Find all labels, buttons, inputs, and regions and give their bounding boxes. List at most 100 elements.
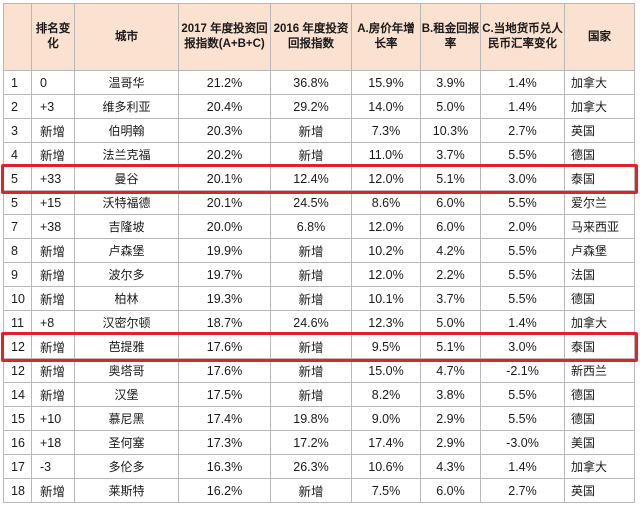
header-rank	[3, 3, 32, 71]
rank-change-cell: 新增	[31, 334, 75, 359]
fx-change-cell: 5.5%	[480, 262, 565, 287]
rental-yield-cell: 3.7%	[420, 142, 481, 167]
table-row: 2 +3 维多利亚 20.4% 29.2% 14.0% 5.0% 1.4% 加拿大	[3, 94, 635, 119]
rank-cell: 5	[3, 190, 32, 215]
city-cell: 慕尼黑	[74, 406, 179, 431]
index-2016-cell: 24.6%	[270, 310, 352, 335]
rental-yield-cell: 5.1%	[420, 166, 481, 191]
rental-yield-cell: 5.1%	[420, 334, 481, 359]
index-2017-cell: 16.3%	[178, 454, 271, 479]
price-growth-cell: 12.3%	[351, 310, 421, 335]
rank-change-cell: -3	[31, 454, 75, 479]
country-cell: 加拿大	[564, 454, 635, 479]
index-2017-cell: 20.1%	[178, 190, 271, 215]
city-cell: 沃特福德	[74, 190, 179, 215]
country-cell: 新西兰	[564, 358, 635, 383]
country-cell: 卢森堡	[564, 238, 635, 263]
fx-change-cell: 5.5%	[480, 190, 565, 215]
fx-change-cell: 2.7%	[480, 118, 565, 143]
country-cell: 爱尔兰	[564, 190, 635, 215]
country-cell: 德国	[564, 142, 635, 167]
rank-change-cell: 新增	[31, 286, 75, 311]
rank-change-cell: +10	[31, 406, 75, 431]
fx-change-cell: 5.5%	[480, 406, 565, 431]
rental-yield-cell: 2.9%	[420, 406, 481, 431]
index-2017-cell: 19.9%	[178, 238, 271, 263]
price-growth-cell: 7.5%	[351, 478, 421, 503]
index-2017-cell: 20.2%	[178, 142, 271, 167]
index-2017-cell: 17.3%	[178, 430, 271, 455]
country-cell: 英国	[564, 478, 635, 503]
city-cell: 法兰克福	[74, 142, 179, 167]
table-row: 15 +10 慕尼黑 17.4% 19.8% 9.0% 2.9% 5.5% 德国	[3, 406, 635, 431]
index-2017-cell: 17.5%	[178, 382, 271, 407]
table-row: 5 +33 曼谷 20.1% 12.4% 12.0% 5.1% 3.0% 泰国	[3, 166, 635, 191]
country-cell: 泰国	[564, 334, 635, 359]
rental-yield-cell: 5.0%	[420, 310, 481, 335]
city-cell: 伯明翰	[74, 118, 179, 143]
rental-yield-cell: 6.0%	[420, 214, 481, 239]
city-cell: 卢森堡	[74, 238, 179, 263]
rank-cell: 4	[3, 142, 32, 167]
ranking-table-wrapper: 排名变化 城市 2017 年度投资回报指数(A+B+C) 2016 年度投资回报…	[3, 3, 635, 503]
city-cell: 圣何塞	[74, 430, 179, 455]
country-cell: 加拿大	[564, 70, 635, 95]
rental-yield-cell: 5.0%	[420, 94, 481, 119]
table-row: 9 新增 波尔多 19.7% 新增 12.0% 2.2% 5.5% 法国	[3, 262, 635, 287]
header-rank-change: 排名变化	[31, 3, 75, 71]
fx-change-cell: 1.4%	[480, 454, 565, 479]
country-cell: 美国	[564, 430, 635, 455]
country-cell: 法国	[564, 262, 635, 287]
index-2016-cell: 12.4%	[270, 166, 352, 191]
index-2017-cell: 20.0%	[178, 214, 271, 239]
header-rental-yield: B.租金回报率	[420, 3, 481, 71]
country-cell: 德国	[564, 286, 635, 311]
table-row: 12 新增 奥塔哥 17.6% 新增 15.0% 4.7% -2.1% 新西兰	[3, 358, 635, 383]
city-cell: 曼谷	[74, 166, 179, 191]
table-row: 5 +15 沃特福德 20.1% 24.5% 8.6% 6.0% 5.5% 爱尔兰	[3, 190, 635, 215]
investment-return-table: 排名变化 城市 2017 年度投资回报指数(A+B+C) 2016 年度投资回报…	[3, 3, 635, 503]
price-growth-cell: 8.6%	[351, 190, 421, 215]
rank-cell: 1	[3, 70, 32, 95]
rental-yield-cell: 10.3%	[420, 118, 481, 143]
index-2016-cell: 6.8%	[270, 214, 352, 239]
rank-cell: 11	[3, 310, 32, 335]
index-2016-cell: 17.2%	[270, 430, 352, 455]
rental-yield-cell: 2.9%	[420, 430, 481, 455]
fx-change-cell: 5.5%	[480, 142, 565, 167]
index-2016-cell: 26.3%	[270, 454, 352, 479]
rental-yield-cell: 3.7%	[420, 286, 481, 311]
index-2016-cell: 24.5%	[270, 190, 352, 215]
index-2017-cell: 21.2%	[178, 70, 271, 95]
rank-change-cell: 新增	[31, 118, 75, 143]
table-body: 1 0 温哥华 21.2% 36.8% 15.9% 3.9% 1.4% 加拿大 2 +3 维多利亚 20…	[3, 70, 635, 503]
price-growth-cell: 12.0%	[351, 214, 421, 239]
city-cell: 维多利亚	[74, 94, 179, 119]
rental-yield-cell: 6.0%	[420, 190, 481, 215]
rank-change-cell: 新增	[31, 238, 75, 263]
rank-cell: 2	[3, 94, 32, 119]
table-row: 12 新增 芭提雅 17.6% 新增 9.5% 5.1% 3.0% 泰国	[3, 334, 635, 359]
price-growth-cell: 17.4%	[351, 430, 421, 455]
table-row: 1 0 温哥华 21.2% 36.8% 15.9% 3.9% 1.4% 加拿大	[3, 70, 635, 95]
index-2016-cell: 新增	[270, 118, 352, 143]
table-row: 11 +8 汉密尔顿 18.7% 24.6% 12.3% 5.0% 1.4% 加拿大	[3, 310, 635, 335]
rank-cell: 9	[3, 262, 32, 287]
price-growth-cell: 10.6%	[351, 454, 421, 479]
rental-yield-cell: 4.2%	[420, 238, 481, 263]
rank-change-cell: +15	[31, 190, 75, 215]
fx-change-cell: 2.7%	[480, 478, 565, 503]
price-growth-cell: 10.2%	[351, 238, 421, 263]
price-growth-cell: 15.9%	[351, 70, 421, 95]
city-cell: 多伦多	[74, 454, 179, 479]
index-2016-cell: 新增	[270, 286, 352, 311]
rank-cell: 10	[3, 286, 32, 311]
table-row: 7 +38 吉隆坡 20.0% 6.8% 12.0% 6.0% 2.0% 马来西亚	[3, 214, 635, 239]
header-row: 排名变化 城市 2017 年度投资回报指数(A+B+C) 2016 年度投资回报…	[3, 3, 635, 71]
index-2016-cell: 36.8%	[270, 70, 352, 95]
index-2017-cell: 17.6%	[178, 358, 271, 383]
table-row: 17 -3 多伦多 16.3% 26.3% 10.6% 4.3% 1.4% 加拿大	[3, 454, 635, 479]
price-growth-cell: 14.0%	[351, 94, 421, 119]
index-2017-cell: 17.6%	[178, 334, 271, 359]
table-row: 10 新增 柏林 19.3% 新增 10.1% 3.7% 5.5% 德国	[3, 286, 635, 311]
